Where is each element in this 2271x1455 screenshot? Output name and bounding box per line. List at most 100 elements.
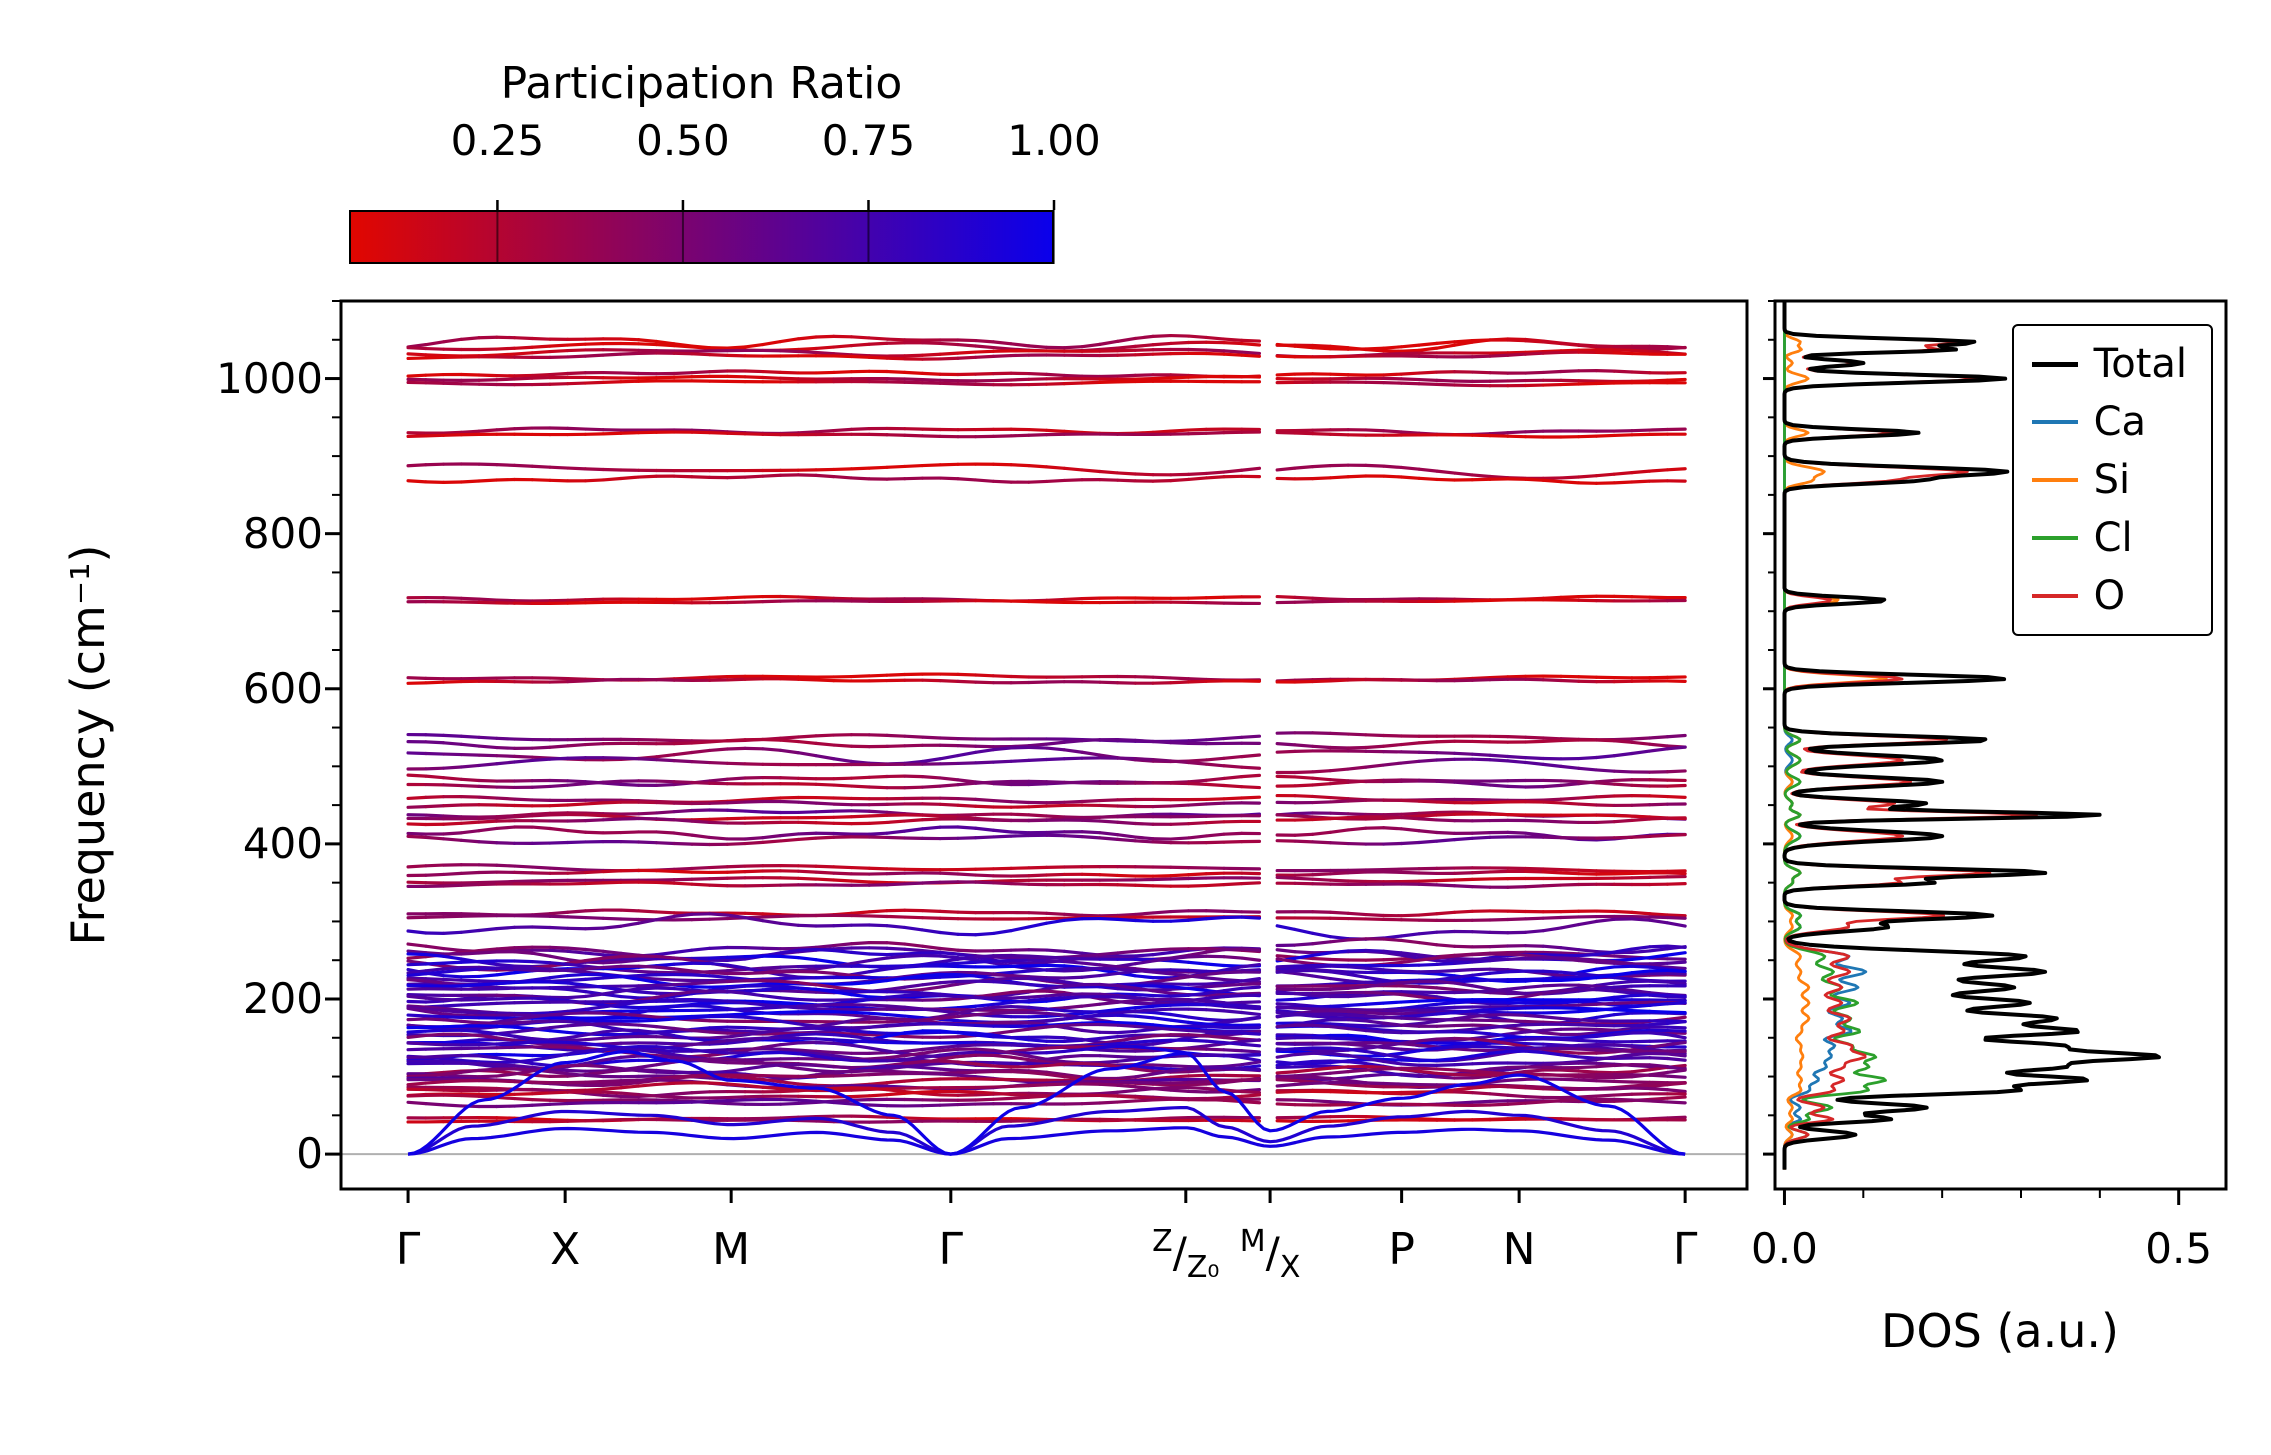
band-curve-segment — [1346, 1026, 1368, 1033]
band-curve-segment — [512, 959, 534, 964]
band-curve-segment — [1169, 975, 1191, 982]
band-curve-segment — [690, 748, 712, 755]
band-curve-segment — [495, 745, 517, 750]
band-curve-segment — [512, 1020, 534, 1025]
band-curve-segment — [778, 349, 800, 354]
band-curve-segment — [1027, 371, 1049, 376]
band-curve-segment — [1470, 989, 1492, 994]
band-curve-segment — [956, 350, 978, 355]
band-curve-segment — [1204, 756, 1226, 762]
band-curve-segment — [1541, 915, 1563, 920]
band-curve-segment — [956, 672, 978, 677]
band-curve-segment — [1364, 463, 1386, 468]
band-curve-segment — [1541, 969, 1563, 974]
band-curve-segment — [1045, 757, 1066, 762]
band-curve-segment — [1311, 782, 1332, 787]
band-curve-segment — [938, 974, 960, 979]
band-curve-segment — [920, 880, 942, 885]
band-curve-segment — [1435, 343, 1457, 350]
band-curve-segment — [1115, 992, 1137, 997]
band-curve-segment — [1311, 1014, 1332, 1019]
band-curve-segment — [1186, 781, 1208, 786]
band-curve-segment — [814, 1026, 836, 1031]
band-curve-segment — [548, 1042, 570, 1047]
band-curve-segment — [814, 864, 836, 869]
band-curve-segment — [1541, 870, 1563, 875]
band-curve-segment — [1630, 910, 1652, 916]
band-curve-segment — [1346, 948, 1368, 953]
band-curve-segment — [1665, 1028, 1687, 1033]
band-curve-segment — [885, 744, 907, 748]
band-curve-segment — [495, 925, 517, 931]
band-curve-segment — [1470, 1025, 1492, 1031]
band-curve-segment — [583, 926, 605, 931]
band-curve-segment — [725, 1014, 747, 1019]
band-curve-segment — [1293, 814, 1315, 819]
band-curve-segment — [707, 989, 729, 994]
band-curve-segment — [1186, 431, 1208, 436]
band-curve-segment — [707, 876, 729, 881]
band-curve-segment — [1399, 1011, 1421, 1016]
band-curve-segment — [1098, 339, 1120, 346]
band-curve-segment — [1648, 961, 1669, 966]
band-curve-segment — [1328, 778, 1350, 783]
band-structure-area — [341, 333, 1747, 1156]
band-curve-segment — [849, 958, 871, 966]
band-curve-segment — [566, 828, 588, 834]
band-curve-segment — [885, 341, 907, 345]
band-curve-segment — [761, 912, 783, 917]
band-curve-segment — [424, 1028, 446, 1033]
band-curve-segment — [1115, 873, 1137, 878]
band-curve-segment — [1452, 884, 1474, 889]
band-curve-segment — [530, 344, 552, 349]
band-curve-segment — [1115, 1033, 1137, 1039]
band-curve-segment — [1612, 964, 1634, 969]
band-curve-segment — [1577, 343, 1599, 349]
band-curve-segment — [495, 598, 517, 603]
band-curve-segment — [1027, 976, 1049, 982]
band-curve-segment — [1222, 993, 1244, 999]
band-curve-segment — [725, 913, 747, 920]
band-curve-segment — [566, 779, 588, 784]
band-curve-segment — [1417, 993, 1439, 999]
band-curve-segment — [849, 476, 871, 481]
band-curve-segment — [814, 1003, 836, 1008]
band-curve-segment — [725, 776, 747, 781]
band-curve-segment — [832, 757, 854, 764]
band-curve-segment — [583, 1030, 605, 1037]
band-curve-segment — [849, 950, 871, 956]
band-curve-segment — [1045, 911, 1066, 916]
band-curve-segment — [406, 346, 428, 351]
band-curve-segment — [778, 1019, 800, 1026]
band-curve-segment — [1275, 1005, 1297, 1010]
band-curve-segment — [1488, 675, 1510, 680]
band-curve-segment — [956, 813, 978, 817]
band-curve-segment — [1559, 975, 1581, 980]
band-curve-segment — [637, 1028, 658, 1035]
band-curve-segment — [725, 864, 747, 869]
band-curve-segment — [920, 757, 942, 764]
band-curve-segment — [796, 831, 818, 836]
band-curve-segment — [1382, 968, 1403, 973]
band-curve-segment — [1470, 752, 1492, 757]
band-curve-segment — [885, 1012, 907, 1018]
band-curve-segment — [991, 798, 1013, 804]
band-curve-segment — [1577, 967, 1599, 975]
band-curve-segment — [477, 1021, 499, 1025]
band-curve-segment — [1346, 1033, 1368, 1039]
band-curve-segment — [512, 945, 534, 950]
band-curve-segment — [1612, 813, 1634, 818]
band-curve-segment — [814, 596, 836, 600]
band-curve-segment — [441, 1057, 463, 1063]
band-curve-segment — [974, 338, 995, 344]
band-curve-segment — [1311, 940, 1332, 946]
band-curve-segment — [778, 832, 800, 838]
band-curve-segment — [424, 1025, 446, 1030]
band-curve-segment — [637, 1023, 658, 1029]
band-curve-segment — [1630, 964, 1652, 969]
band-curve-segment — [1630, 969, 1652, 975]
band-curve-segment — [1204, 1008, 1226, 1013]
band-curve-segment — [1594, 350, 1616, 355]
band-curve-segment — [1275, 1002, 1297, 1007]
band-curve-segment — [743, 474, 765, 479]
